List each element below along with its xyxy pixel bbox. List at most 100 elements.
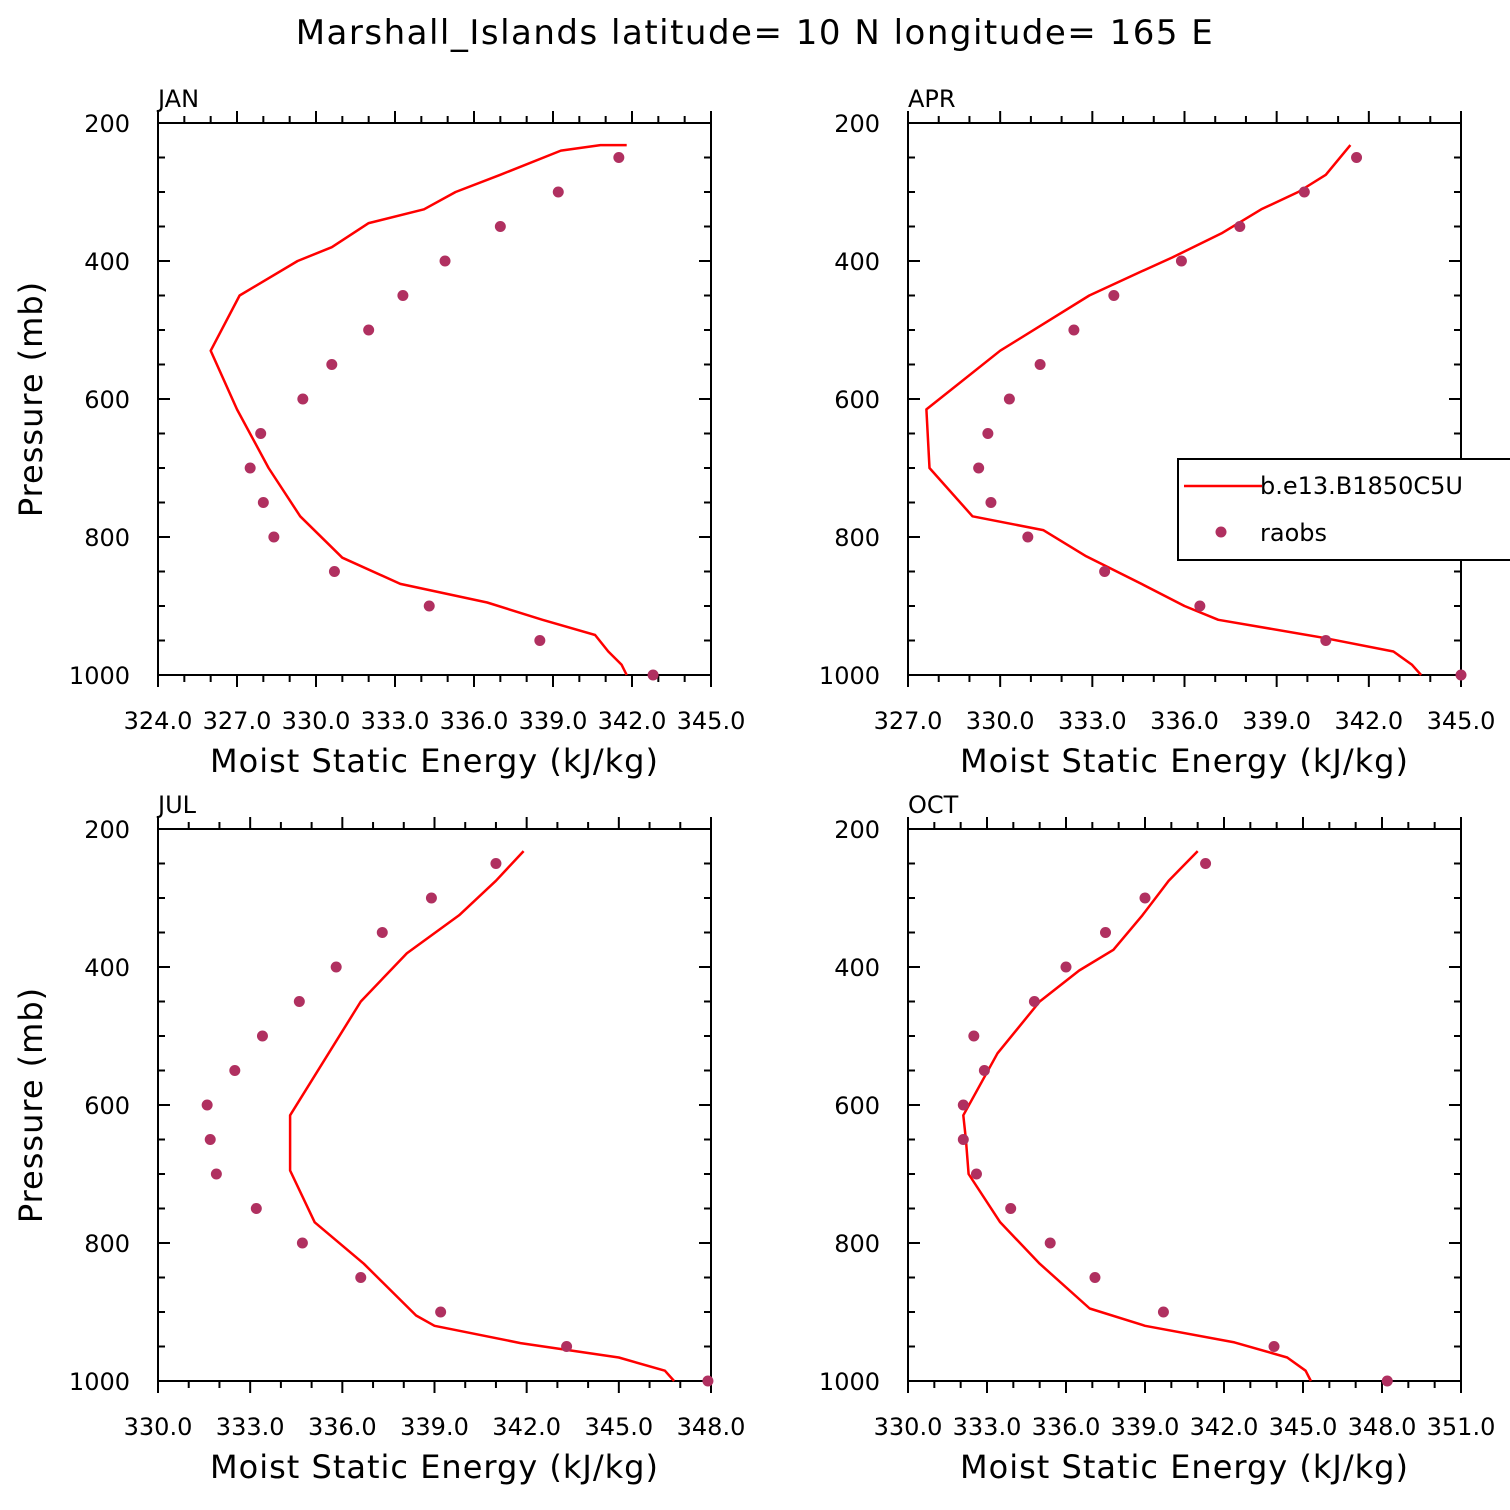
panels-group: JAN 200 400 600 800 1000 324.0 327.0 330.0 333.0 3… [12, 85, 1510, 1486]
raobs-point-apr [1351, 152, 1363, 163]
raobs-point-apr [1003, 393, 1015, 405]
raobs-point-jan [397, 290, 409, 301]
raobs-point-oct [1044, 1237, 1056, 1249]
raobs-point-jul [296, 1237, 308, 1249]
y-tick-label-apr: 400 [834, 248, 880, 276]
x-tick-label-apr: 345.0 [1427, 707, 1496, 735]
y-tick-label-jan: 600 [84, 386, 130, 414]
raobs-point-jul [355, 1272, 367, 1283]
raobs-point-oct [1100, 927, 1111, 938]
x-tick-label-jul: 339.0 [400, 1413, 469, 1441]
panel-label-jan: JAN [156, 85, 199, 113]
raobs-point-oct [1200, 858, 1212, 869]
x-tick-label-oct: 348.0 [1348, 1413, 1417, 1441]
x-axis-label-oct: Moist Static Energy (kJ/kg) [960, 1448, 1409, 1486]
x-tick-label-jan: 333.0 [361, 707, 430, 735]
raobs-point-jul [293, 996, 305, 1007]
raobs-point-jul [210, 1168, 222, 1180]
raobs-point-jul [435, 1306, 447, 1318]
x-tick-label-oct: 345.0 [1269, 1413, 1338, 1441]
raobs-point-apr [1194, 600, 1206, 612]
y-axis-label-jul: Pressure (mb) [12, 987, 50, 1223]
raobs-point-jul [425, 892, 437, 904]
data-group-oct [957, 850, 1393, 1387]
raobs-point-jan [328, 566, 340, 577]
raobs-point-apr [1108, 290, 1120, 301]
panel-label-jul: JUL [156, 791, 197, 819]
panel-jul: JUL 200 400 600 800 1000 330.0 333.0 336.0 339.0 3… [12, 791, 745, 1486]
raobs-point-oct [968, 1030, 980, 1042]
x-tick-label-jul: 348.0 [677, 1413, 746, 1441]
raobs-point-jul [490, 858, 502, 869]
legend-box [1177, 458, 1510, 561]
raobs-point-jan [439, 255, 451, 267]
plot-frame-jul [157, 828, 712, 1382]
raobs-point-jan [257, 497, 269, 508]
raobs-point-jan [244, 462, 256, 474]
raobs-point-oct [1005, 1203, 1017, 1214]
x-tick-label-jan: 342.0 [598, 707, 667, 735]
raobs-point-jul [561, 1341, 573, 1352]
model-line-oct [962, 850, 1313, 1382]
raobs-point-oct [1381, 1375, 1393, 1387]
x-tick-label-apr: 336.0 [1150, 707, 1219, 735]
panel-oct: OCT 200 400 600 800 1000 330.0 333.0 336.0 339.0 3… [819, 791, 1495, 1486]
data-group-jan [209, 143, 659, 681]
y-tick-label-oct: 800 [834, 1230, 880, 1258]
data-group-apr [925, 144, 1467, 681]
raobs-point-apr [1320, 635, 1332, 646]
raobs-point-oct [978, 1065, 990, 1076]
y-axis-label-jan: Pressure (mb) [12, 281, 50, 517]
x-tick-label-oct: 333.0 [953, 1413, 1022, 1441]
raobs-point-oct [957, 1099, 969, 1111]
raobs-point-apr [982, 428, 994, 439]
x-tick-label-oct: 342.0 [1190, 1413, 1259, 1441]
x-tick-label-jul: 330.0 [124, 1413, 193, 1441]
x-tick-label-oct: 336.0 [1032, 1413, 1101, 1441]
x-tick-label-apr: 327.0 [874, 707, 943, 735]
y-tick-label-jul: 800 [84, 1230, 130, 1258]
raobs-point-oct [1060, 961, 1072, 973]
y-tick-label-jan: 400 [84, 248, 130, 276]
plot-frame-apr [907, 122, 1462, 676]
data-group-jul [201, 850, 714, 1387]
raobs-point-oct [957, 1134, 969, 1145]
x-tick-label-apr: 339.0 [1242, 707, 1311, 735]
x-tick-label-jan: 339.0 [519, 707, 588, 735]
raobs-point-apr [1068, 324, 1080, 336]
legend-obs-marker [1215, 526, 1227, 538]
model-line-apr [925, 144, 1423, 676]
panel-label-oct: OCT [908, 791, 959, 819]
y-tick-label-jan: 1000 [69, 662, 130, 690]
raobs-point-jul [256, 1030, 268, 1042]
y-tick-label-jan: 200 [84, 110, 130, 138]
y-tick-label-apr: 600 [834, 386, 880, 414]
plot-frame-oct [907, 828, 1462, 1382]
x-tick-label-jul: 336.0 [308, 1413, 377, 1441]
raobs-point-apr [1175, 255, 1187, 267]
x-axis-label-apr: Moist Static Energy (kJ/kg) [960, 742, 1409, 780]
raobs-point-jan [534, 635, 546, 646]
x-axis-label-jul: Moist Static Energy (kJ/kg) [210, 1448, 659, 1486]
raobs-point-apr [1298, 186, 1310, 198]
y-tick-label-jul: 1000 [69, 1368, 130, 1396]
raobs-point-jan [297, 393, 309, 405]
x-tick-label-jan: 324.0 [124, 707, 193, 735]
legend: b.e13.B1850C5U raobs [1177, 458, 1510, 561]
raobs-point-apr [1022, 531, 1034, 543]
raobs-point-jan [326, 359, 338, 370]
y-tick-label-oct: 1000 [819, 1368, 880, 1396]
raobs-point-jul [250, 1203, 262, 1214]
x-tick-label-oct: 351.0 [1427, 1413, 1496, 1441]
x-tick-label-jul: 342.0 [492, 1413, 561, 1441]
raobs-point-jul [702, 1375, 714, 1387]
legend-obs-label: raobs [1260, 519, 1327, 547]
raobs-point-jan [613, 152, 625, 163]
y-tick-label-jul: 600 [84, 1092, 130, 1120]
raobs-point-oct [1089, 1272, 1101, 1283]
raobs-point-jan [423, 600, 435, 612]
panel-jan: JAN 200 400 600 800 1000 324.0 327.0 330.0 333.0 3… [12, 85, 745, 780]
raobs-point-jan [494, 221, 506, 232]
y-tick-label-jul: 200 [84, 816, 130, 844]
